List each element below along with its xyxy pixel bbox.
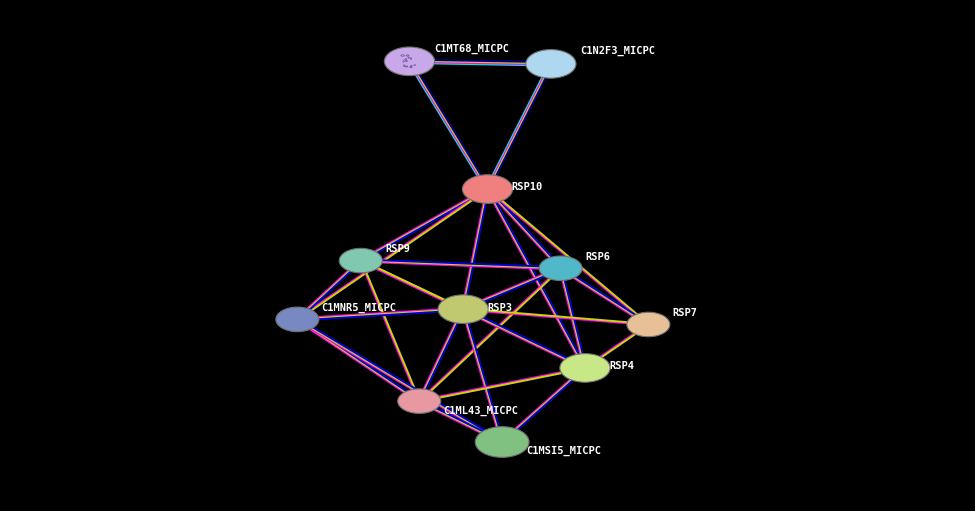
Ellipse shape <box>398 389 441 413</box>
Ellipse shape <box>339 248 382 273</box>
Text: C1MT68_MICPC: C1MT68_MICPC <box>434 43 509 54</box>
Text: RSP6: RSP6 <box>585 251 610 262</box>
Text: C1MSI5_MICPC: C1MSI5_MICPC <box>526 446 602 456</box>
Text: RSP4: RSP4 <box>609 361 635 371</box>
Text: RSP10: RSP10 <box>512 181 543 192</box>
Text: RSP9: RSP9 <box>385 244 410 254</box>
Text: C1N2F3_MICPC: C1N2F3_MICPC <box>580 46 655 56</box>
Ellipse shape <box>560 354 610 382</box>
Ellipse shape <box>475 427 529 457</box>
Text: RSP3: RSP3 <box>488 303 513 313</box>
Ellipse shape <box>526 50 576 78</box>
Text: C1ML43_MICPC: C1ML43_MICPC <box>444 406 519 416</box>
Ellipse shape <box>462 175 513 203</box>
Text: RSP7: RSP7 <box>673 308 698 318</box>
Ellipse shape <box>539 256 582 281</box>
Text: C1MNR5_MICPC: C1MNR5_MICPC <box>322 303 397 313</box>
Ellipse shape <box>276 307 319 332</box>
Ellipse shape <box>627 312 670 337</box>
Ellipse shape <box>384 47 435 76</box>
Ellipse shape <box>438 295 488 323</box>
